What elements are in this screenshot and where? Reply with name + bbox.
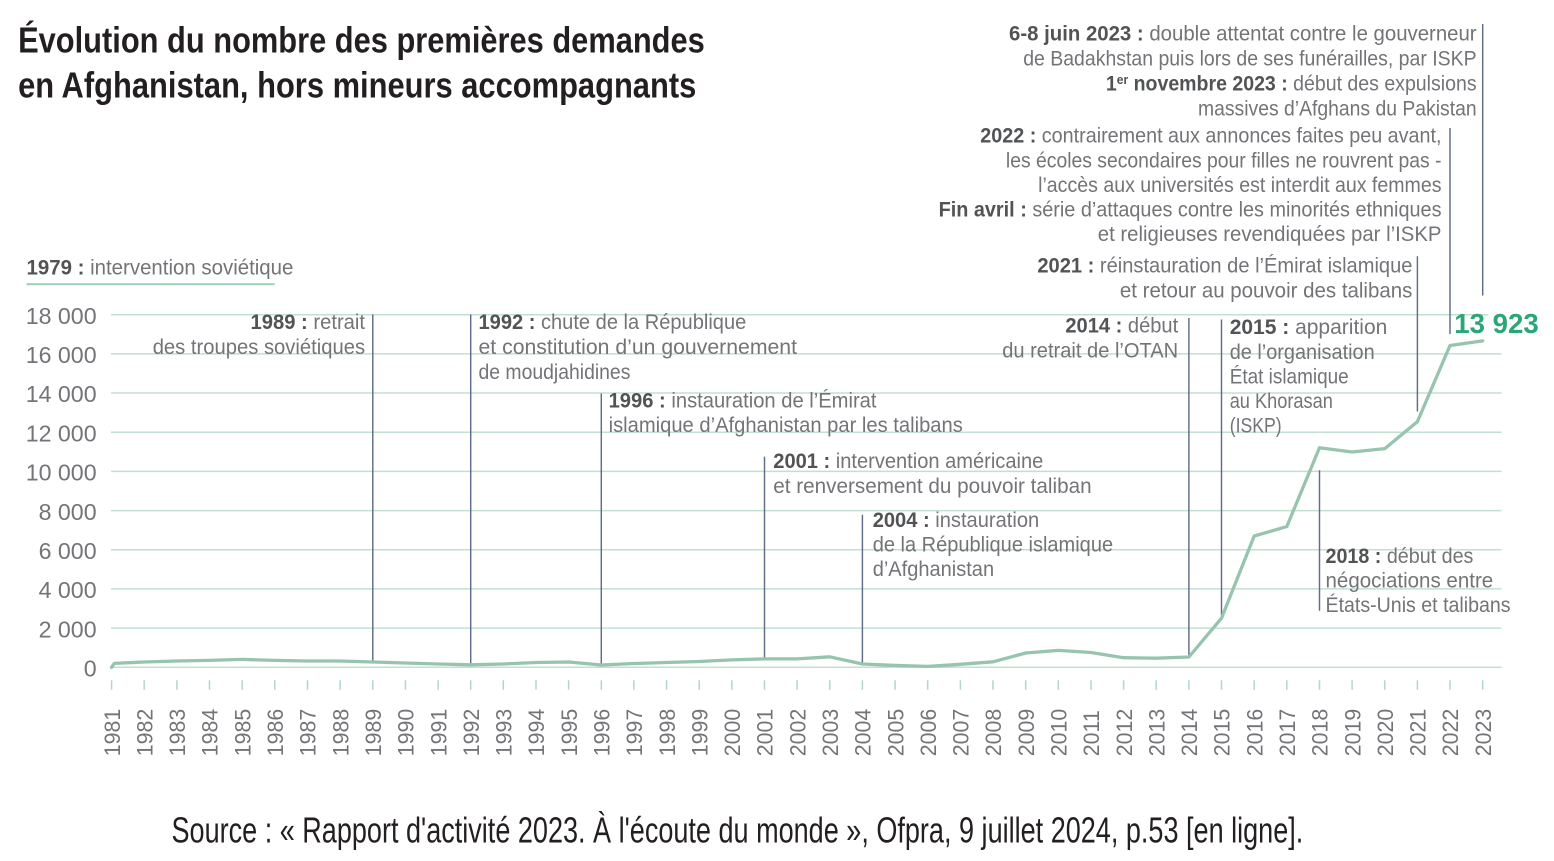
svg-text:États-Unis et talibans: États-Unis et talibans bbox=[1326, 594, 1511, 617]
svg-text:négociations entre: négociations entre bbox=[1326, 569, 1494, 592]
svg-text:État islamique: État islamique bbox=[1230, 366, 1349, 389]
svg-text:1982: 1982 bbox=[132, 709, 157, 757]
svg-text:2017: 2017 bbox=[1275, 709, 1300, 757]
svg-text:1997: 1997 bbox=[622, 709, 647, 757]
svg-text:2015: 2015 bbox=[1210, 709, 1235, 757]
svg-text:2001 : intervention américaine: 2001 : intervention américaine bbox=[773, 450, 1043, 473]
svg-text:l’accès aux universités est in: l’accès aux universités est interdit aux… bbox=[1038, 174, 1441, 197]
svg-text:1990: 1990 bbox=[394, 709, 419, 757]
svg-text:1995: 1995 bbox=[557, 709, 582, 757]
svg-text:2005: 2005 bbox=[883, 709, 908, 757]
svg-text:1992 : chute de la République: 1992 : chute de la République bbox=[479, 311, 747, 334]
svg-text:2 000: 2 000 bbox=[39, 616, 97, 642]
svg-text:1993: 1993 bbox=[492, 709, 517, 757]
svg-text:au Khorasan: au Khorasan bbox=[1230, 390, 1333, 413]
svg-text:les écoles secondaires pour fi: les écoles secondaires pour filles ne ro… bbox=[1006, 150, 1442, 173]
svg-text:2014: 2014 bbox=[1177, 709, 1202, 757]
svg-text:2011: 2011 bbox=[1079, 710, 1104, 756]
svg-text:14 000: 14 000 bbox=[26, 381, 97, 407]
svg-text:1994: 1994 bbox=[524, 709, 549, 757]
svg-text:2023: 2023 bbox=[1471, 709, 1496, 757]
svg-text:0: 0 bbox=[84, 656, 97, 682]
svg-text:1984: 1984 bbox=[198, 709, 223, 757]
svg-text:1er​ novembre 2023 : début des: 1er​ novembre 2023 : début des expulsion… bbox=[1106, 72, 1477, 95]
svg-text:2015 : apparition: 2015 : apparition bbox=[1230, 316, 1388, 339]
svg-text:2020: 2020 bbox=[1373, 709, 1398, 757]
svg-text:2014 : début: 2014 : début bbox=[1065, 315, 1178, 338]
svg-text:1996: 1996 bbox=[590, 709, 615, 757]
svg-text:2012: 2012 bbox=[1112, 709, 1137, 757]
svg-text:Source : « Rapport d'activité: Source : « Rapport d'activité 2023. À l'… bbox=[172, 809, 1304, 850]
svg-text:2019: 2019 bbox=[1340, 709, 1365, 757]
svg-text:2004 : instauration: 2004 : instauration bbox=[873, 509, 1040, 532]
svg-text:1988: 1988 bbox=[328, 709, 353, 757]
svg-text:et renversement du pouvoir tal: et renversement du pouvoir taliban bbox=[773, 475, 1091, 498]
svg-text:en Afghanistan, hors mineurs a: en Afghanistan, hors mineurs accompagnan… bbox=[18, 65, 696, 106]
svg-text:2021: 2021 bbox=[1406, 709, 1431, 757]
svg-text:1989: 1989 bbox=[361, 709, 386, 757]
svg-text:et religieuses revendiquées pa: et religieuses revendiquées par l’ISKP bbox=[1098, 223, 1442, 246]
svg-text:2008: 2008 bbox=[981, 709, 1006, 757]
svg-text:2000: 2000 bbox=[720, 709, 745, 757]
svg-text:1979 : intervention soviétique: 1979 : intervention soviétique bbox=[27, 257, 294, 280]
svg-text:1986: 1986 bbox=[263, 709, 288, 757]
svg-text:4 000: 4 000 bbox=[39, 577, 97, 603]
svg-text:1991: 1991 bbox=[426, 709, 451, 757]
svg-text:1992: 1992 bbox=[459, 709, 484, 757]
svg-text:6 000: 6 000 bbox=[39, 538, 97, 564]
svg-text:1987: 1987 bbox=[296, 709, 321, 757]
svg-text:Fin avril : série d’attaques c: Fin avril : série d’attaques contre les … bbox=[939, 199, 1442, 222]
svg-text:d’Afghanistan: d’Afghanistan bbox=[873, 558, 994, 581]
svg-text:2016: 2016 bbox=[1242, 709, 1267, 757]
svg-text:2001: 2001 bbox=[753, 709, 778, 757]
svg-text:2022 : contrairement aux annon: 2022 : contrairement aux annonces faites… bbox=[980, 124, 1441, 147]
svg-text:2007: 2007 bbox=[949, 709, 974, 757]
svg-text:13 923: 13 923 bbox=[1454, 307, 1538, 339]
svg-text:2018 : début des: 2018 : début des bbox=[1326, 545, 1474, 568]
svg-text:1996 : instauration de l’Émira: 1996 : instauration de l’Émirat bbox=[609, 389, 877, 412]
svg-text:2006: 2006 bbox=[916, 709, 941, 757]
svg-text:2003: 2003 bbox=[818, 709, 843, 757]
svg-text:1989 : retrait: 1989 : retrait bbox=[251, 311, 366, 334]
svg-text:2022: 2022 bbox=[1438, 709, 1463, 757]
svg-text:1981: 1981 bbox=[100, 709, 125, 757]
svg-text:2013: 2013 bbox=[1144, 709, 1169, 757]
svg-text:des troupes soviétiques: des troupes soviétiques bbox=[153, 336, 365, 359]
svg-text:Évolution du nombre des premiè: Évolution du nombre des premières demand… bbox=[18, 19, 705, 60]
svg-text:de l’organisation: de l’organisation bbox=[1230, 341, 1375, 364]
svg-text:(ISKP): (ISKP) bbox=[1230, 414, 1282, 437]
svg-text:2004: 2004 bbox=[851, 709, 876, 757]
svg-text:massives d’Afghans du Pakistan: massives d’Afghans du Pakistan bbox=[1198, 97, 1477, 120]
svg-text:de moudjahidines: de moudjahidines bbox=[479, 361, 631, 384]
svg-text:18 000: 18 000 bbox=[26, 303, 97, 329]
svg-text:du retrait de l’OTAN: du retrait de l’OTAN bbox=[1002, 339, 1178, 362]
svg-text:2018: 2018 bbox=[1308, 709, 1333, 757]
svg-text:de la République islamique: de la République islamique bbox=[873, 534, 1113, 557]
svg-text:2010: 2010 bbox=[1047, 709, 1072, 757]
svg-text:et retour au pouvoir des talib: et retour au pouvoir des talibans bbox=[1120, 279, 1413, 302]
svg-text:1998: 1998 bbox=[655, 709, 680, 757]
svg-text:6-8 juin 2023 : double attenta: 6-8 juin 2023 : double attentat contre l… bbox=[1009, 22, 1477, 45]
svg-text:1983: 1983 bbox=[165, 709, 190, 757]
svg-text:12 000: 12 000 bbox=[26, 420, 97, 446]
svg-text:8 000: 8 000 bbox=[39, 499, 97, 525]
svg-text:1999: 1999 bbox=[687, 709, 712, 757]
svg-text:et constitution d’un gouvernem: et constitution d’un gouvernement bbox=[479, 336, 798, 359]
svg-text:16 000: 16 000 bbox=[26, 342, 97, 368]
svg-text:2002: 2002 bbox=[785, 709, 810, 757]
svg-text:islamique d’Afghanistan par le: islamique d’Afghanistan par les talibans bbox=[609, 414, 963, 437]
svg-text:2021 : réinstauration de l’Émi: 2021 : réinstauration de l’Émirat islami… bbox=[1037, 255, 1412, 278]
svg-text:2009: 2009 bbox=[1014, 709, 1039, 757]
svg-text:de Badakhstan puis lors de ses: de Badakhstan puis lors de ses funéraill… bbox=[1023, 47, 1476, 70]
svg-text:1985: 1985 bbox=[230, 709, 255, 757]
svg-text:10 000: 10 000 bbox=[26, 460, 97, 486]
